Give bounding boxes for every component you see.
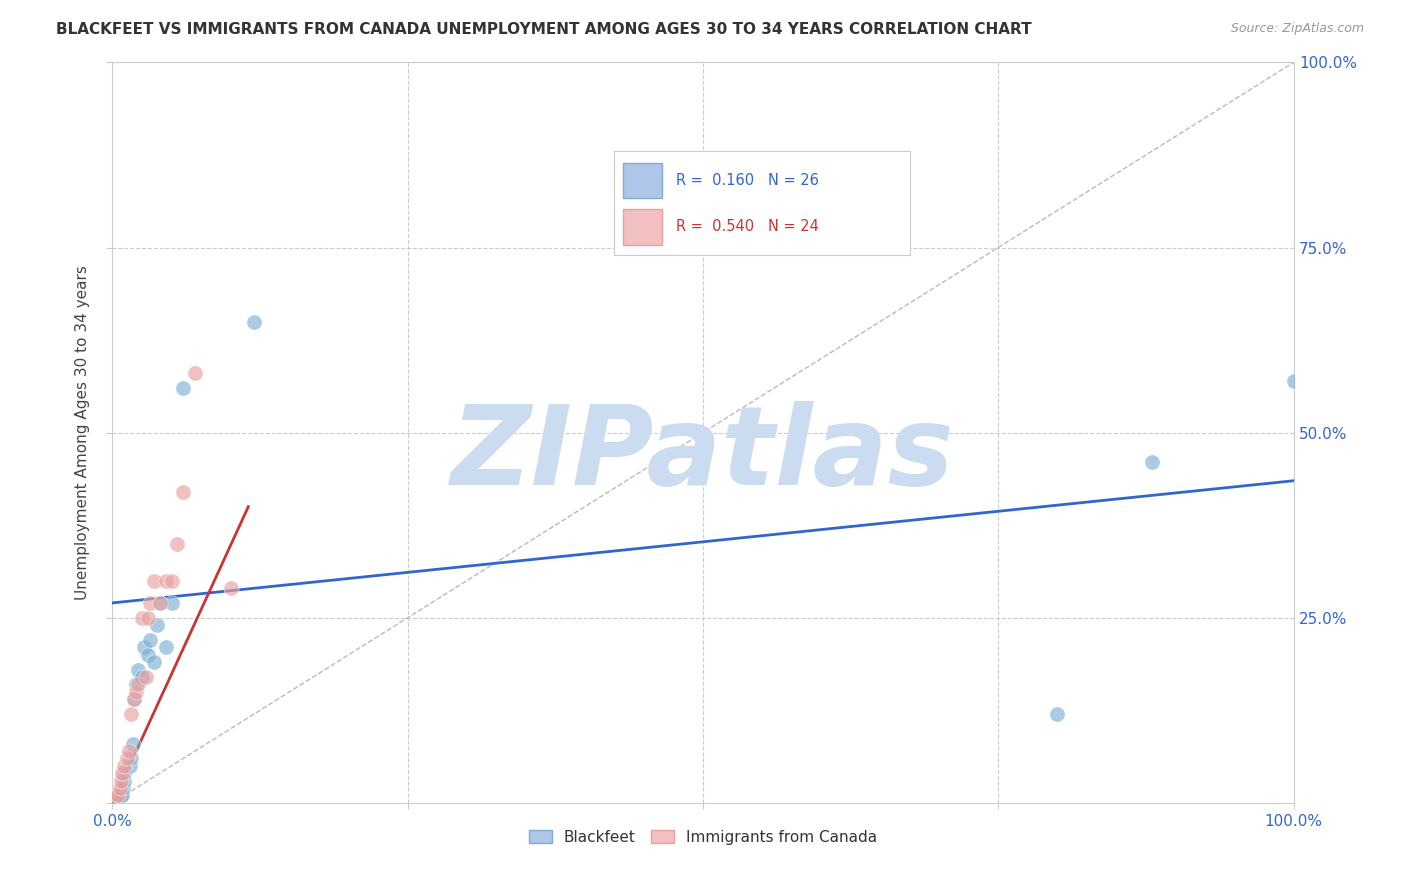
Point	[111, 789, 134, 803]
Point	[139, 596, 162, 610]
Point	[139, 632, 162, 647]
Point	[131, 610, 153, 624]
Point	[120, 758, 142, 772]
Point	[112, 758, 135, 772]
Text: ZIPatlas: ZIPatlas	[451, 401, 955, 508]
Point	[120, 706, 142, 721]
Point	[122, 692, 145, 706]
Point	[134, 640, 156, 655]
Point	[112, 773, 135, 788]
Point	[127, 663, 149, 677]
Point	[1140, 455, 1163, 469]
Point	[125, 685, 148, 699]
Point	[184, 367, 207, 381]
Point	[107, 789, 129, 803]
Point	[118, 744, 141, 758]
Point	[155, 574, 177, 588]
Point	[160, 596, 183, 610]
Point	[127, 677, 149, 691]
Point	[172, 381, 194, 395]
Point	[125, 677, 148, 691]
Point	[108, 780, 131, 795]
Point	[112, 766, 135, 780]
Point	[172, 484, 194, 499]
Y-axis label: Unemployment Among Ages 30 to 34 years: Unemployment Among Ages 30 to 34 years	[76, 265, 90, 600]
Point	[110, 789, 132, 803]
Point	[135, 670, 157, 684]
Point	[105, 789, 128, 803]
Point	[149, 596, 172, 610]
Point	[1046, 706, 1069, 721]
Point	[166, 536, 188, 550]
Point	[243, 314, 266, 328]
Point	[111, 766, 134, 780]
Point	[142, 655, 165, 669]
Point	[142, 574, 165, 588]
Point	[121, 737, 143, 751]
Point	[146, 618, 169, 632]
Point	[136, 648, 159, 662]
Point	[160, 574, 183, 588]
Point	[1282, 374, 1305, 388]
Legend: Blackfeet, Immigrants from Canada: Blackfeet, Immigrants from Canada	[523, 823, 883, 851]
Point	[122, 692, 145, 706]
Point	[149, 596, 172, 610]
Point	[110, 773, 132, 788]
Point	[131, 670, 153, 684]
Text: Source: ZipAtlas.com: Source: ZipAtlas.com	[1230, 22, 1364, 36]
Point	[112, 780, 135, 795]
Text: BLACKFEET VS IMMIGRANTS FROM CANADA UNEMPLOYMENT AMONG AGES 30 TO 34 YEARS CORRE: BLACKFEET VS IMMIGRANTS FROM CANADA UNEM…	[56, 22, 1032, 37]
Point	[136, 610, 159, 624]
Point	[115, 751, 138, 765]
Point	[155, 640, 177, 655]
Point	[107, 792, 129, 806]
Point	[219, 581, 242, 595]
Point	[120, 751, 142, 765]
